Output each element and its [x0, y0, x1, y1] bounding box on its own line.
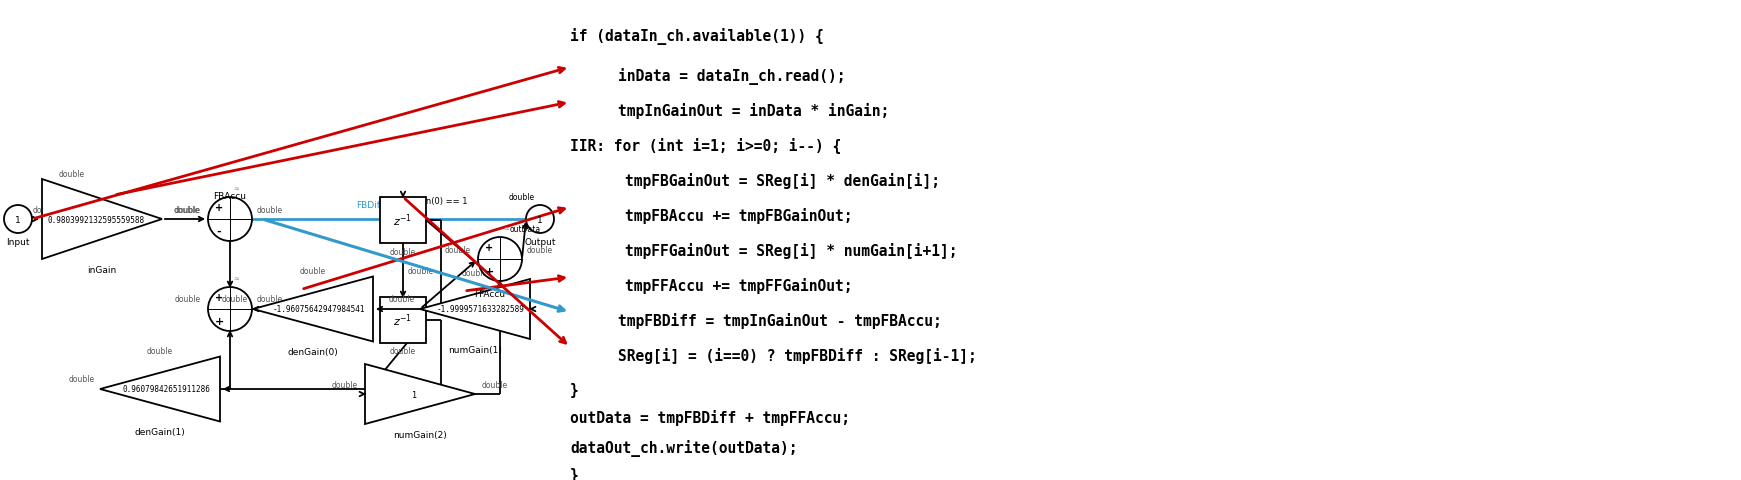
Text: double: double	[59, 169, 85, 178]
Text: double: double	[461, 269, 487, 278]
Text: ≈: ≈	[503, 226, 510, 232]
Text: 0.9803992132595559588: 0.9803992132595559588	[47, 215, 145, 224]
Text: double: double	[390, 247, 416, 256]
Text: Output: Output	[524, 238, 555, 247]
Text: $z^{-1}$: $z^{-1}$	[393, 212, 413, 229]
Polygon shape	[366, 364, 475, 424]
Text: 0.96079842651911286: 0.96079842651911286	[122, 384, 211, 394]
Text: +: +	[214, 203, 223, 213]
Text: FFAccu: FFAccu	[475, 289, 505, 299]
Text: ≈: ≈	[233, 276, 240, 282]
Text: double: double	[174, 295, 200, 304]
Text: $z^{-1}$: $z^{-1}$	[393, 312, 413, 329]
Circle shape	[207, 288, 252, 331]
Text: tmpFBAccu += tmpFBGainOut;: tmpFBAccu += tmpFBGainOut;	[625, 207, 853, 224]
Text: IIR: for (int i=1; i>=0; i--) {: IIR: for (int i=1; i>=0; i--) {	[569, 138, 841, 154]
Circle shape	[479, 238, 522, 281]
Text: double: double	[407, 266, 434, 275]
Text: dataOut_ch.write(outData);: dataOut_ch.write(outData);	[569, 439, 797, 456]
Text: double: double	[146, 346, 172, 355]
Text: double: double	[482, 380, 508, 389]
Text: tmpFFGainOut = SReg[i] * numGain[i+1];: tmpFFGainOut = SReg[i] * numGain[i+1];	[625, 242, 958, 258]
Text: +: +	[484, 266, 494, 276]
Text: tmpInGainOut = inData * inGain;: tmpInGainOut = inData * inGain;	[618, 103, 890, 119]
Text: -: -	[216, 227, 221, 237]
Text: double: double	[174, 205, 200, 214]
Text: double: double	[390, 347, 416, 356]
Polygon shape	[420, 279, 529, 339]
Circle shape	[526, 205, 554, 233]
Text: SReg[i] = (i==0) ? tmpFBDiff : SReg[i-1];: SReg[i] = (i==0) ? tmpFBDiff : SReg[i-1]…	[618, 347, 977, 363]
Text: 1: 1	[413, 390, 418, 399]
Text: }: }	[569, 467, 578, 480]
Text: double: double	[221, 295, 247, 304]
Text: double: double	[258, 205, 284, 214]
Text: FBDiff: FBDiff	[357, 201, 383, 210]
Text: denGain(1): denGain(1)	[134, 428, 185, 437]
Text: inGain: inGain	[87, 265, 117, 275]
Text: double: double	[33, 205, 59, 214]
Text: ≈: ≈	[233, 186, 240, 192]
Text: double: double	[446, 245, 472, 254]
Circle shape	[207, 198, 252, 241]
Text: +: +	[214, 292, 223, 302]
Text: double: double	[299, 266, 326, 276]
Text: double: double	[258, 295, 284, 304]
FancyBboxPatch shape	[380, 298, 427, 343]
Polygon shape	[99, 357, 219, 421]
Text: }: }	[569, 382, 578, 397]
Text: +: +	[214, 316, 223, 326]
Circle shape	[3, 205, 31, 233]
Text: numGain(2): numGain(2)	[393, 430, 447, 439]
Text: inData = dataIn_ch.read();: inData = dataIn_ch.read();	[618, 68, 846, 85]
Text: tmpFFAccu += tmpFFGainOut;: tmpFFAccu += tmpFFGainOut;	[625, 277, 853, 293]
Text: outData: outData	[510, 225, 540, 233]
Text: double: double	[508, 192, 534, 202]
Text: double: double	[174, 205, 200, 214]
Text: 1: 1	[16, 215, 21, 224]
FancyBboxPatch shape	[380, 198, 427, 243]
Polygon shape	[42, 180, 162, 260]
Text: denGain(0): denGain(0)	[287, 348, 338, 357]
Text: double: double	[70, 375, 96, 384]
Text: double: double	[388, 295, 414, 304]
Polygon shape	[252, 277, 373, 342]
Text: tmpFBDiff = tmpInGainOut - tmpFBAccu;: tmpFBDiff = tmpInGainOut - tmpFBAccu;	[618, 312, 942, 328]
Text: if (dataIn_ch.available(1)) {: if (dataIn_ch.available(1)) {	[569, 28, 823, 45]
Text: FBAccu: FBAccu	[214, 192, 247, 201]
Text: -1.96075642947984541: -1.96075642947984541	[273, 305, 366, 314]
Text: double: double	[333, 380, 359, 389]
Text: tmpFBGainOut = SReg[i] * denGain[i];: tmpFBGainOut = SReg[i] * denGain[i];	[625, 173, 940, 189]
Text: numGain(1): numGain(1)	[447, 345, 501, 354]
Text: outData = tmpFBDiff + tmpFFAccu;: outData = tmpFBDiff + tmpFFAccu;	[569, 409, 850, 425]
Text: -1.9999571633282589: -1.9999571633282589	[437, 305, 524, 314]
Text: Input: Input	[7, 238, 30, 247]
Text: +: +	[486, 242, 493, 252]
Text: double: double	[528, 245, 554, 254]
Text: 1: 1	[538, 215, 543, 224]
Text: numGain(0) == 1: numGain(0) == 1	[393, 197, 467, 205]
